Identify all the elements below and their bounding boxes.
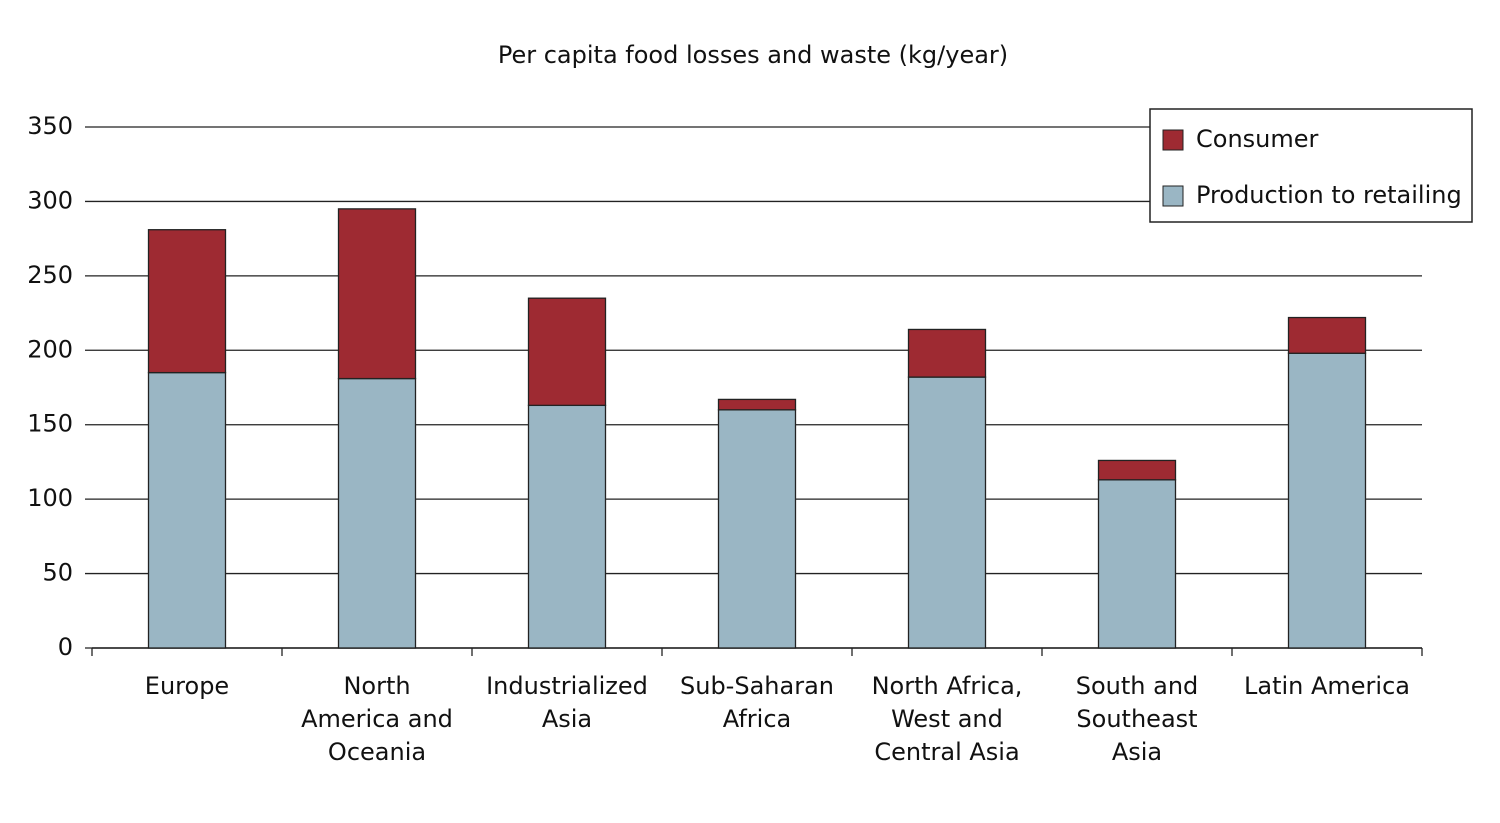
x-tick-label: Europe [144, 672, 230, 700]
bar-segment [1287, 352, 1367, 649]
y-tick-label: 200 [27, 335, 73, 363]
y-tick-label: 150 [27, 410, 73, 438]
chart-title: Per capita food losses and waste (kg/yea… [498, 41, 1008, 69]
bar-segment [1097, 459, 1177, 481]
y-tick-label: 300 [27, 186, 73, 214]
y-tick-label: 50 [42, 559, 73, 587]
bar-segment [527, 297, 607, 407]
x-tick-label: Latin America [1244, 672, 1410, 700]
bar-segment [717, 409, 797, 649]
x-tick-label: Sub-Saharan Africa [680, 672, 834, 733]
bar-segment [907, 376, 987, 649]
x-tick-label: North Africa, West and Central Asia [871, 672, 1023, 766]
legend-box [1149, 108, 1473, 223]
y-tick-label: 250 [27, 261, 73, 289]
bar-segment [147, 371, 227, 649]
x-tick-label: South and Southeast Asia [1075, 672, 1199, 766]
legend-swatch [1162, 129, 1184, 151]
bar-segment [527, 404, 607, 649]
bar-segment [337, 208, 417, 380]
y-tick-label: 0 [58, 633, 73, 661]
legend-label: Production to retailing [1196, 181, 1462, 209]
x-tick-label: North America and Oceania [301, 672, 453, 766]
bar-segment [717, 398, 797, 411]
x-tick-label: Industrialized Asia [486, 672, 648, 733]
bar-segment [337, 377, 417, 649]
legend-swatch [1162, 185, 1184, 207]
bar-segment [907, 328, 987, 378]
bar-segment [1287, 316, 1367, 354]
bar-segment [1097, 479, 1177, 649]
y-tick-label: 350 [27, 112, 73, 140]
bar-segment [147, 229, 227, 374]
y-tick-label: 100 [27, 484, 73, 512]
legend-label: Consumer [1196, 125, 1319, 153]
